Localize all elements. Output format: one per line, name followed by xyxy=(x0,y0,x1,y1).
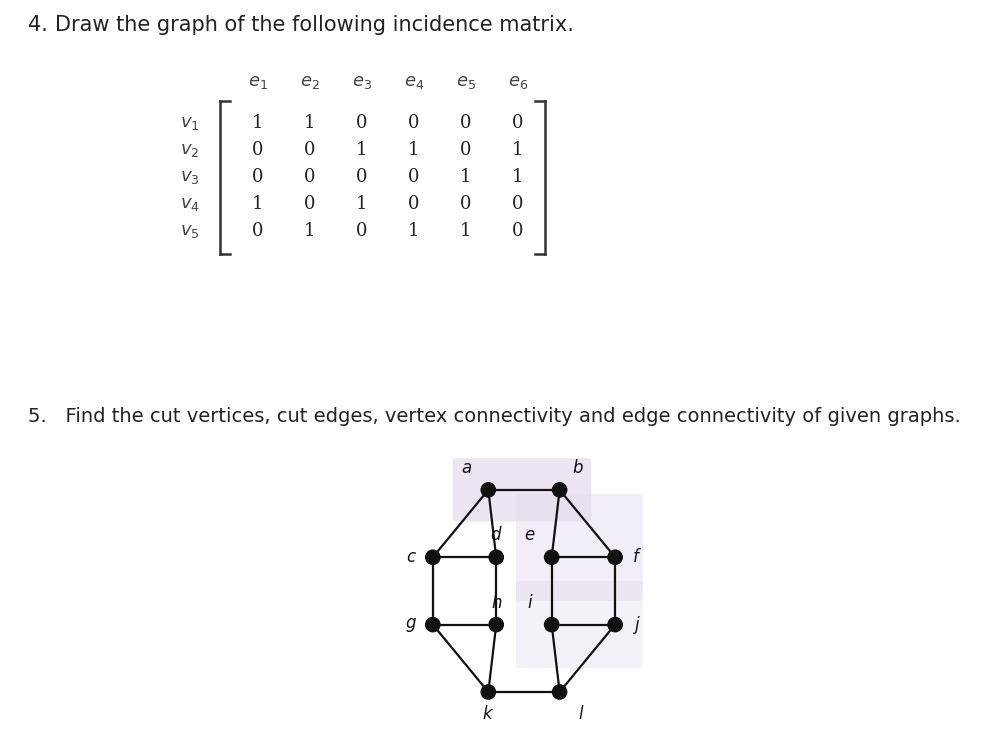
Text: 1: 1 xyxy=(408,141,420,159)
Text: 0: 0 xyxy=(252,169,264,186)
Text: 0: 0 xyxy=(408,195,420,213)
Circle shape xyxy=(481,483,495,497)
Text: $\mathit{e}_{5}$: $\mathit{e}_{5}$ xyxy=(456,73,476,91)
Text: $\mathit{c}$: $\mathit{c}$ xyxy=(406,548,416,566)
Text: 1: 1 xyxy=(408,222,420,241)
Circle shape xyxy=(426,617,440,632)
Circle shape xyxy=(545,550,559,565)
Text: $\mathit{e}_{4}$: $\mathit{e}_{4}$ xyxy=(404,73,424,91)
Text: 5.   Find the cut vertices, cut edges, vertex connectivity and edge connectivity: 5. Find the cut vertices, cut edges, ver… xyxy=(28,406,961,426)
Text: 0: 0 xyxy=(304,169,316,186)
FancyBboxPatch shape xyxy=(516,494,643,601)
Text: $\mathit{a}$: $\mathit{a}$ xyxy=(461,459,472,477)
Text: 0: 0 xyxy=(512,114,524,132)
Text: 1: 1 xyxy=(304,114,316,132)
Text: $\mathit{i}$: $\mathit{i}$ xyxy=(527,594,533,611)
Text: $\mathit{d}$: $\mathit{d}$ xyxy=(490,527,503,545)
Text: $\mathit{h}$: $\mathit{h}$ xyxy=(491,594,502,611)
Text: $\mathit{g}$: $\mathit{g}$ xyxy=(405,616,417,634)
Text: 1: 1 xyxy=(252,114,264,132)
Text: 1: 1 xyxy=(356,141,368,159)
Text: $\mathit{e}_{1}$: $\mathit{e}_{1}$ xyxy=(248,73,268,91)
Text: 1: 1 xyxy=(252,195,264,213)
Text: 0: 0 xyxy=(304,195,316,213)
Text: 0: 0 xyxy=(356,114,368,132)
Text: $\mathit{v}_{5}$: $\mathit{v}_{5}$ xyxy=(180,222,200,241)
Text: $\mathit{v}_{4}$: $\mathit{v}_{4}$ xyxy=(180,195,200,213)
Text: $\mathit{e}_{2}$: $\mathit{e}_{2}$ xyxy=(300,73,320,91)
Text: 4.: 4. xyxy=(28,15,48,35)
Circle shape xyxy=(545,617,559,632)
Text: 1: 1 xyxy=(356,195,368,213)
Text: 0: 0 xyxy=(512,222,524,241)
FancyBboxPatch shape xyxy=(453,458,591,522)
Circle shape xyxy=(552,483,567,497)
Text: 0: 0 xyxy=(252,141,264,159)
Text: $\mathit{e}_{3}$: $\mathit{e}_{3}$ xyxy=(352,73,372,91)
Text: 1: 1 xyxy=(304,222,316,241)
Text: 0: 0 xyxy=(460,195,472,213)
Text: $\mathit{e}$: $\mathit{e}$ xyxy=(524,527,536,545)
Circle shape xyxy=(426,550,440,565)
Text: 1: 1 xyxy=(512,169,524,186)
Text: 0: 0 xyxy=(304,141,316,159)
Text: $\mathit{f}$: $\mathit{f}$ xyxy=(632,548,642,566)
Circle shape xyxy=(489,617,503,632)
Circle shape xyxy=(552,685,567,699)
Text: $\mathit{j}$: $\mathit{j}$ xyxy=(633,614,641,635)
Text: 0: 0 xyxy=(252,222,264,241)
Text: $\mathit{k}$: $\mathit{k}$ xyxy=(482,705,494,723)
Circle shape xyxy=(481,685,495,699)
Text: 1: 1 xyxy=(512,141,524,159)
Text: 1: 1 xyxy=(460,222,472,241)
Text: 0: 0 xyxy=(460,114,472,132)
Text: 0: 0 xyxy=(512,195,524,213)
Text: 0: 0 xyxy=(356,222,368,241)
Text: 1: 1 xyxy=(460,169,472,186)
Text: $\mathit{v}_{2}$: $\mathit{v}_{2}$ xyxy=(180,141,200,159)
Text: $\mathit{v}_{1}$: $\mathit{v}_{1}$ xyxy=(180,114,200,132)
Text: $\mathit{l}$: $\mathit{l}$ xyxy=(578,705,585,723)
Text: $\mathit{v}_{3}$: $\mathit{v}_{3}$ xyxy=(180,169,200,186)
Text: Draw the graph of the following incidence matrix.: Draw the graph of the following incidenc… xyxy=(55,15,574,35)
Text: $\mathit{e}_{6}$: $\mathit{e}_{6}$ xyxy=(508,73,528,91)
Text: 0: 0 xyxy=(408,169,420,186)
Circle shape xyxy=(608,617,622,632)
Text: $\mathit{b}$: $\mathit{b}$ xyxy=(572,459,583,477)
Text: 0: 0 xyxy=(356,169,368,186)
FancyBboxPatch shape xyxy=(516,581,643,668)
Circle shape xyxy=(608,550,622,565)
Circle shape xyxy=(489,550,503,565)
Text: 0: 0 xyxy=(408,114,420,132)
Text: 0: 0 xyxy=(460,141,472,159)
